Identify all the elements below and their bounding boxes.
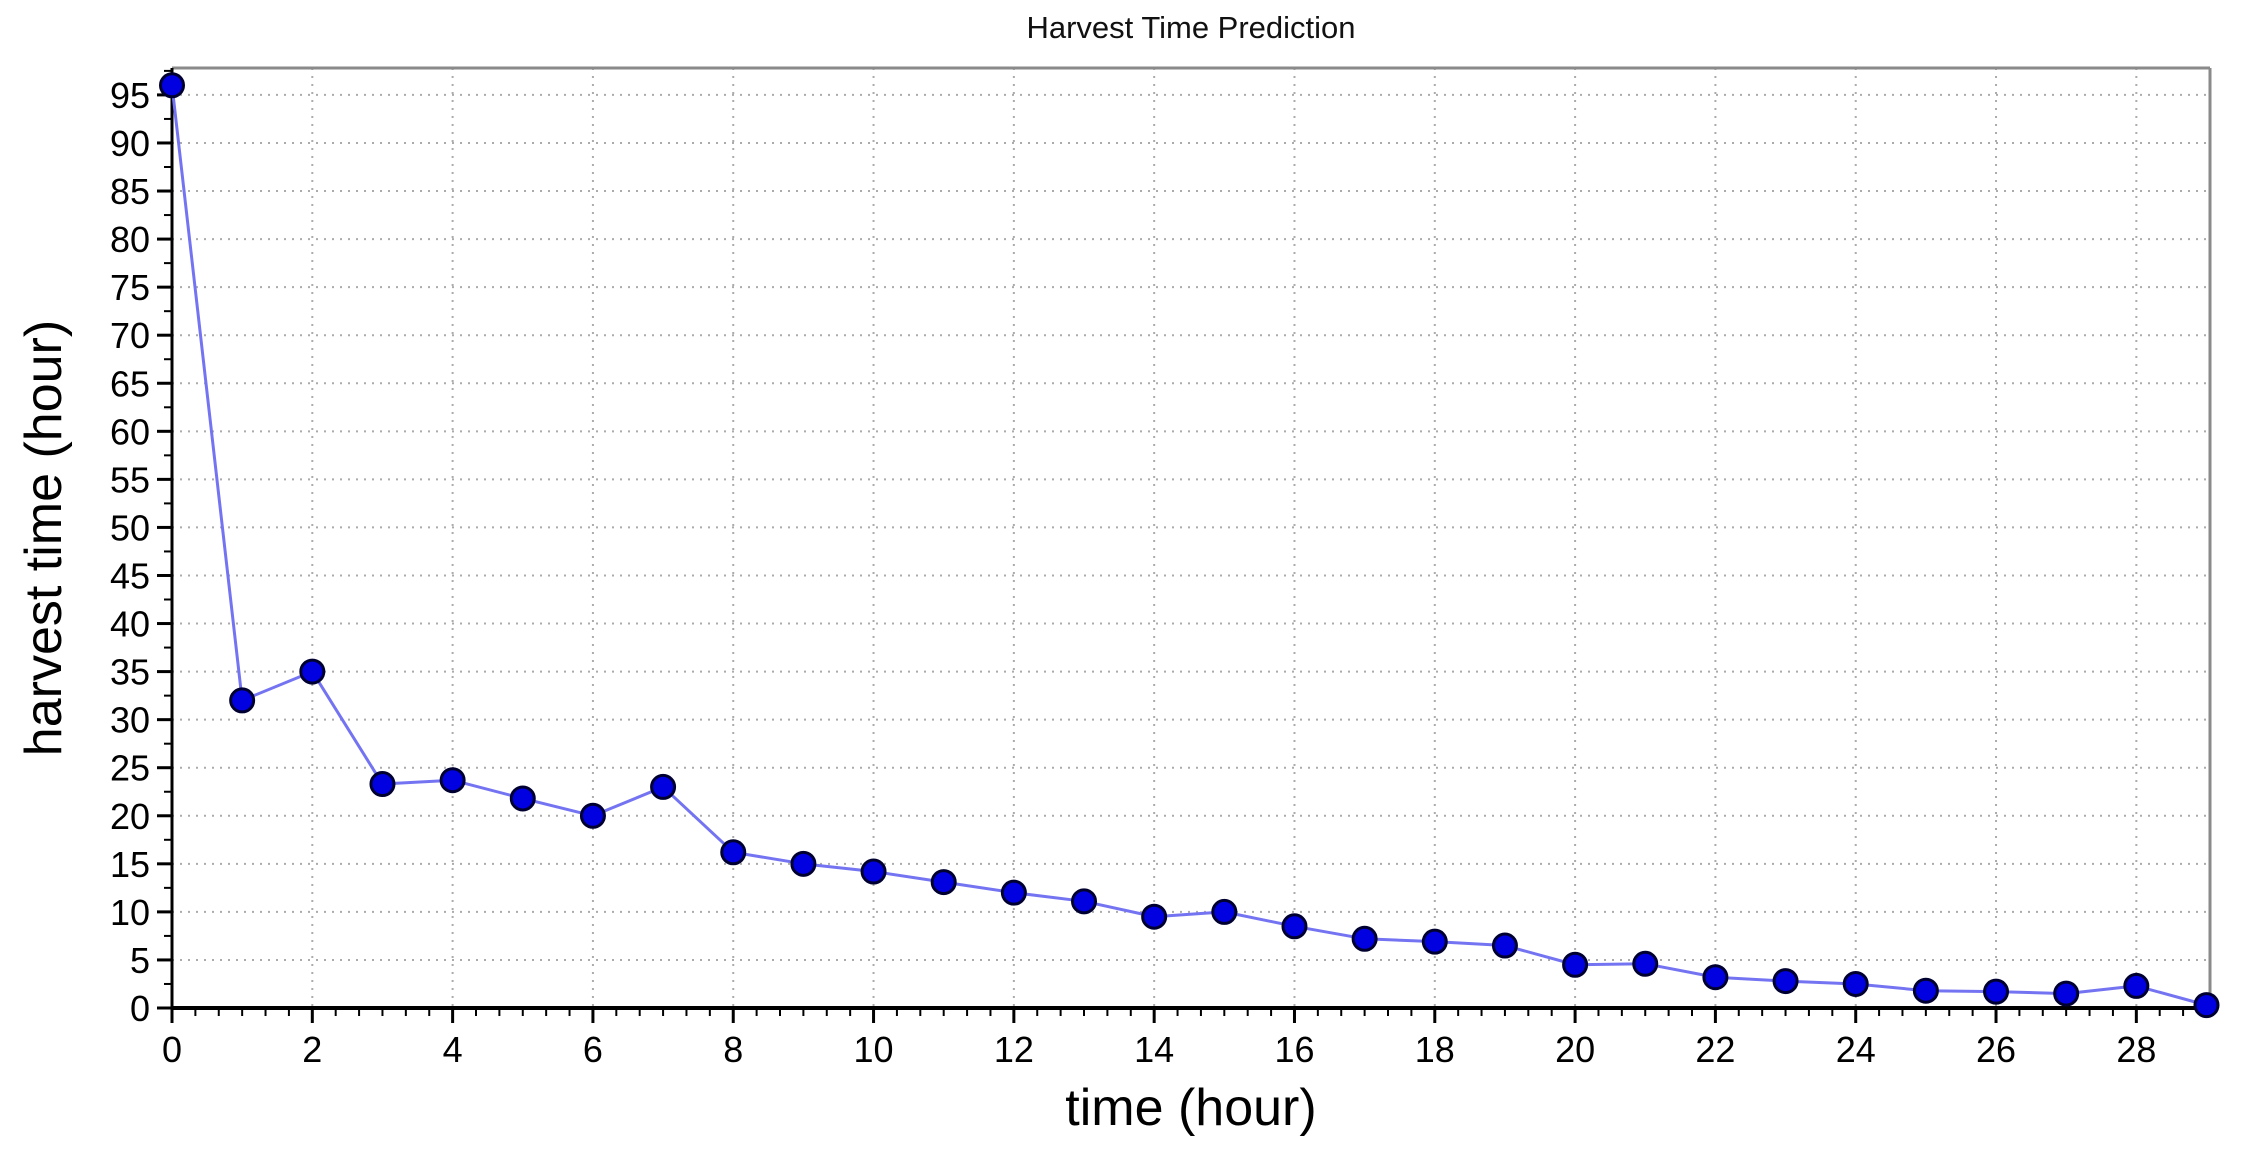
y-tick-label: 95 bbox=[110, 75, 150, 116]
y-tick-label: 90 bbox=[110, 123, 150, 164]
data-point bbox=[1211, 898, 1238, 925]
data-point bbox=[1772, 968, 1799, 995]
data-point bbox=[1983, 978, 2010, 1005]
data-point bbox=[1281, 913, 1308, 940]
y-tick-label: 70 bbox=[110, 315, 150, 356]
y-tick-label: 20 bbox=[110, 796, 150, 837]
data-point bbox=[790, 850, 817, 877]
data-point bbox=[299, 658, 326, 685]
data-point bbox=[369, 771, 396, 798]
x-tick-label: 26 bbox=[1976, 1029, 2016, 1070]
data-point bbox=[2123, 972, 2150, 999]
y-tick-label: 60 bbox=[110, 411, 150, 452]
chart-title: Harvest Time Prediction bbox=[1026, 10, 1356, 45]
x-tick-label: 10 bbox=[854, 1029, 894, 1070]
y-tick-label: 40 bbox=[110, 604, 150, 645]
data-point bbox=[1842, 970, 1869, 997]
data-point bbox=[1491, 932, 1518, 959]
data-point bbox=[1421, 928, 1448, 955]
y-tick-label: 50 bbox=[110, 507, 150, 548]
y-tick-label: 80 bbox=[110, 219, 150, 260]
y-tick-label: 30 bbox=[110, 700, 150, 741]
y-tick-label: 5 bbox=[130, 940, 150, 981]
data-point bbox=[1000, 879, 1027, 906]
y-tick-label: 45 bbox=[110, 555, 150, 596]
data-point bbox=[509, 785, 536, 812]
x-tick-label: 18 bbox=[1415, 1029, 1455, 1070]
data-point bbox=[650, 773, 677, 800]
y-tick-label: 75 bbox=[110, 267, 150, 308]
data-point bbox=[579, 802, 606, 829]
data-point bbox=[159, 72, 185, 99]
x-tick-label: 0 bbox=[162, 1029, 182, 1070]
y-tick-label: 0 bbox=[130, 988, 150, 1029]
data-point bbox=[229, 687, 256, 714]
y-tick-label: 55 bbox=[110, 459, 150, 500]
x-tick-label: 12 bbox=[994, 1029, 1034, 1070]
y-tick-label: 35 bbox=[110, 652, 150, 693]
x-tick-label: 28 bbox=[2116, 1029, 2156, 1070]
data-point bbox=[860, 858, 887, 885]
x-axis-label: time (hour) bbox=[1065, 1079, 1317, 1137]
data-point bbox=[2053, 980, 2080, 1007]
x-tick-label: 16 bbox=[1274, 1029, 1314, 1070]
y-axis-label: harvest time (hour) bbox=[15, 319, 73, 757]
data-point bbox=[930, 869, 957, 896]
x-tick-label: 6 bbox=[583, 1029, 603, 1070]
y-tick-label: 10 bbox=[110, 892, 150, 933]
data-point bbox=[1912, 977, 1939, 1004]
data-point bbox=[1632, 950, 1659, 977]
x-tick-label: 2 bbox=[302, 1029, 322, 1070]
data-point bbox=[720, 839, 747, 866]
x-tick-label: 20 bbox=[1555, 1029, 1595, 1070]
y-tick-label: 85 bbox=[110, 171, 150, 212]
x-tick-label: 24 bbox=[1836, 1029, 1876, 1070]
x-tick-label: 14 bbox=[1134, 1029, 1174, 1070]
data-point bbox=[1141, 903, 1168, 930]
data-point bbox=[1562, 951, 1589, 978]
data-point bbox=[1702, 964, 1729, 991]
y-tick-label: 15 bbox=[110, 844, 150, 885]
data-point bbox=[2193, 992, 2220, 1019]
x-tick-label: 4 bbox=[443, 1029, 463, 1070]
x-tick-label: 22 bbox=[1695, 1029, 1735, 1070]
data-point bbox=[1071, 888, 1098, 915]
y-tick-label: 65 bbox=[110, 363, 150, 404]
data-point bbox=[439, 767, 466, 794]
data-line bbox=[170, 85, 2207, 1007]
y-tick-label: 25 bbox=[110, 748, 150, 789]
x-tick-label: 8 bbox=[723, 1029, 743, 1070]
data-point bbox=[1351, 925, 1378, 952]
